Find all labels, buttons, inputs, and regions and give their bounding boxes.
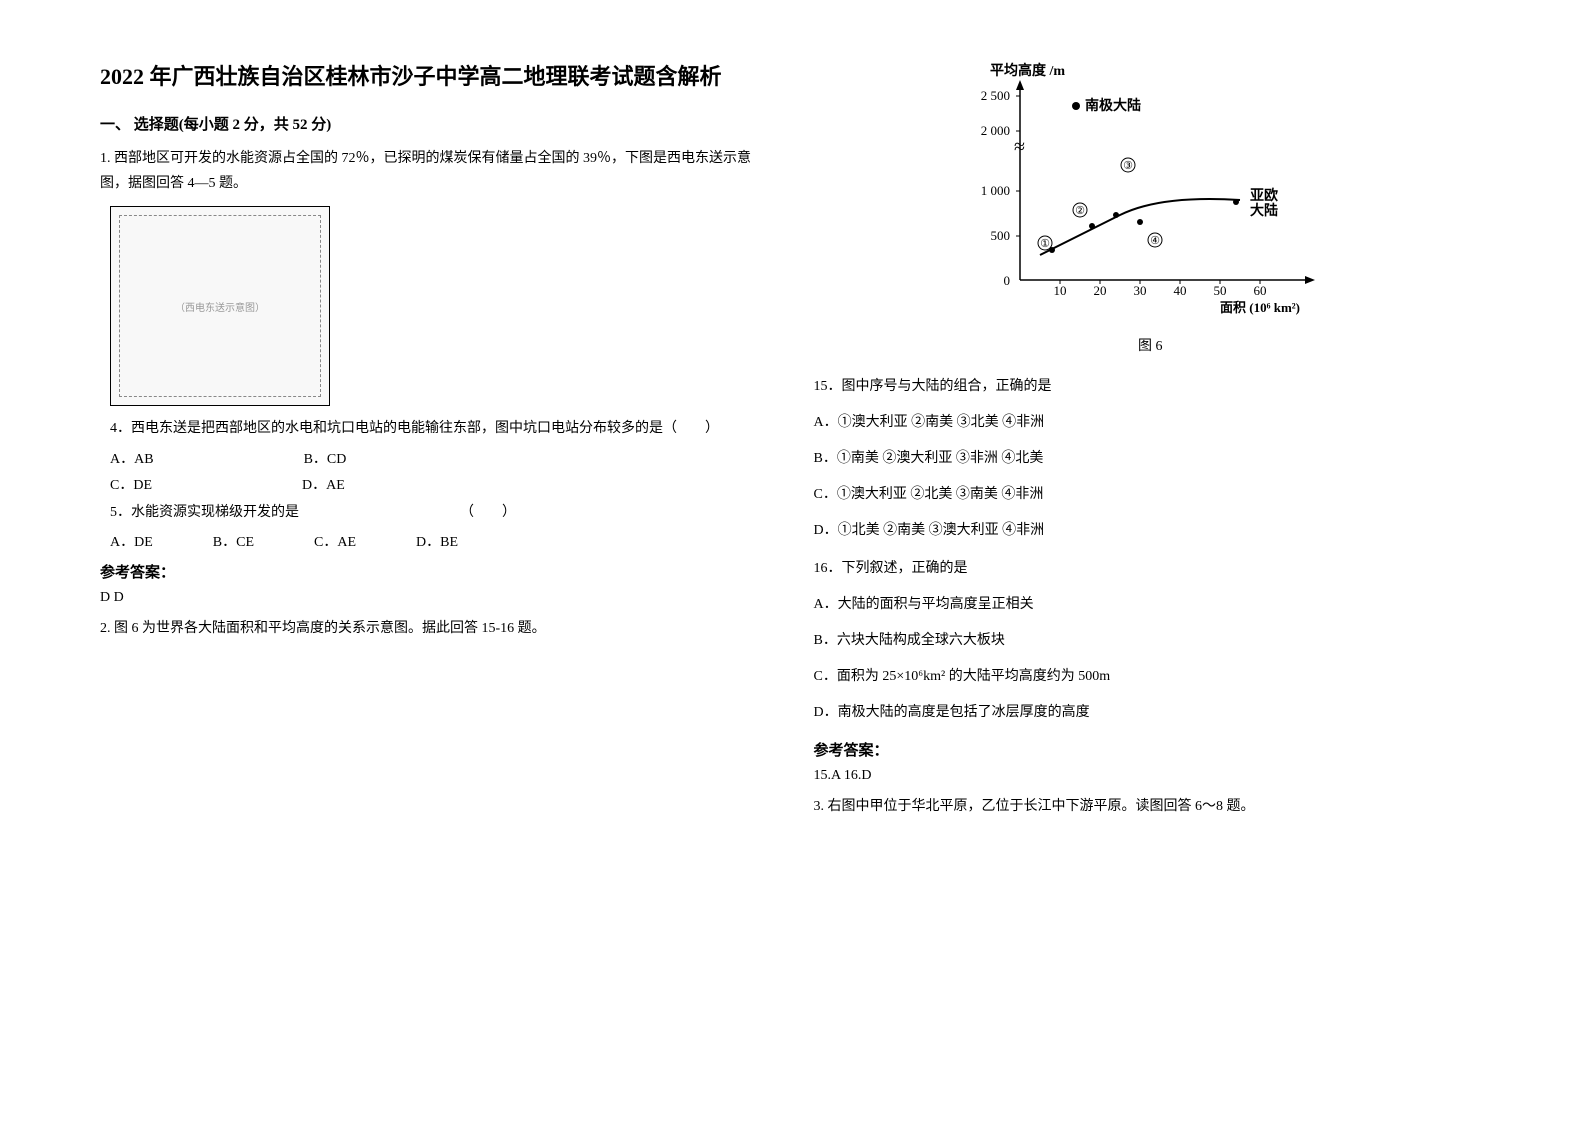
- q16-text: 16．下列叙述，正确的是: [814, 557, 1488, 577]
- point-2: ②: [1075, 205, 1085, 217]
- point-4: ④: [1150, 235, 1160, 247]
- q1-sub4-opts-row2: C．DE D．AE: [110, 474, 774, 494]
- ytick: 2 500: [981, 88, 1010, 103]
- q1-sub4: 4．西电东送是把西部地区的水电和坑口电站的电能输往东部，图中坑口电站分布较多的是…: [110, 416, 774, 441]
- axis-break: ≈: [1014, 136, 1025, 158]
- xtick: 30: [1134, 283, 1147, 298]
- y-axis-label: 平均高度 /m: [990, 62, 1065, 79]
- q1-answer: D D: [100, 590, 774, 606]
- ytick: 0: [1004, 273, 1011, 288]
- q1-sub4-opts-row1: A．AB B．CD: [110, 448, 774, 468]
- opt-a: A．DE: [110, 531, 153, 551]
- chart-caption: 图 6: [814, 335, 1488, 355]
- q15-a: A．①澳大利亚 ②南美 ③北美 ④非洲: [814, 411, 1488, 431]
- answer-label-2: 参考答案：: [814, 739, 1488, 760]
- opt-d: D．BE: [416, 531, 458, 551]
- xtick: 10: [1054, 283, 1067, 298]
- xtick: 60: [1254, 283, 1267, 298]
- opt-d: D．AE: [302, 474, 345, 494]
- q2-intro: 2. 图 6 为世界各大陆面积和平均高度的关系示意图。据此回答 15-16 题。: [100, 616, 774, 641]
- q16-b: B．六块大陆构成全球六大板块: [814, 629, 1488, 649]
- eurasia-label: 亚欧: [1250, 187, 1278, 204]
- ytick: 1 000: [981, 183, 1010, 198]
- opt-b: B．CE: [213, 531, 254, 551]
- q1-sub5-opts: A．DE B．CE C．AE D．BE: [110, 531, 774, 551]
- section-header: 一、 选择题(每小题 2 分，共 52 分): [100, 113, 774, 134]
- q15-d: D．①北美 ②南美 ③澳大利亚 ④非洲: [814, 519, 1488, 539]
- q16-c: C．面积为 25×10⁶km² 的大陆平均高度约为 500m: [814, 665, 1488, 685]
- point-3: ③: [1123, 160, 1133, 172]
- opt-c: C．DE: [110, 474, 152, 494]
- q15-b: B．①南美 ②澳大利亚 ③非洲 ④北美: [814, 447, 1488, 467]
- xtick: 50: [1214, 283, 1227, 298]
- page-title: 2022 年广西壮族自治区桂林市沙子中学高二地理联考试题含解析: [100, 60, 774, 93]
- q3-intro: 3. 右图中甲位于华北平原，乙位于长江中下游平原。读图回答 6～8 题。: [814, 794, 1488, 819]
- antarctica-label: 南极大陆: [1085, 97, 1141, 114]
- q1-sub5: 5．水能资源实现梯级开发的是 （ ）: [110, 500, 774, 525]
- chart-svg: 平均高度 /m ≈ 0 500 1 000 2 000 2 500 10: [960, 60, 1340, 320]
- q1-intro: 1. 西部地区可开发的水能资源占全国的 72％，已探明的煤炭保有储量占全国的 3…: [100, 146, 774, 196]
- chart: 平均高度 /m ≈ 0 500 1 000 2 000 2 500 10: [960, 60, 1340, 320]
- q15-c: C．①澳大利亚 ②北美 ③南美 ④非洲: [814, 483, 1488, 503]
- opt-a: A．AB: [110, 448, 154, 468]
- q16-d: D．南极大陆的高度是包括了冰层厚度的高度: [814, 701, 1488, 721]
- point-1: ①: [1040, 238, 1050, 250]
- ytick: 500: [991, 228, 1011, 243]
- xtick: 20: [1094, 283, 1107, 298]
- q16-a: A．大陆的面积与平均高度呈正相关: [814, 593, 1488, 613]
- map-label: （西电东送示意图）: [175, 299, 265, 314]
- x-axis-label: 面积 (10⁶ km²): [1220, 300, 1300, 315]
- eurasia-label2: 大陆: [1250, 202, 1278, 219]
- answer-label: 参考答案：: [100, 561, 774, 582]
- xtick: 40: [1174, 283, 1187, 298]
- ytick: 2 000: [981, 123, 1010, 138]
- opt-b: B．CD: [304, 448, 347, 468]
- q15-text: 15．图中序号与大陆的组合，正确的是: [814, 375, 1488, 395]
- opt-c: C．AE: [314, 531, 356, 551]
- q2-answer: 15.A 16.D: [814, 768, 1488, 784]
- map-image: （西电东送示意图）: [110, 206, 330, 406]
